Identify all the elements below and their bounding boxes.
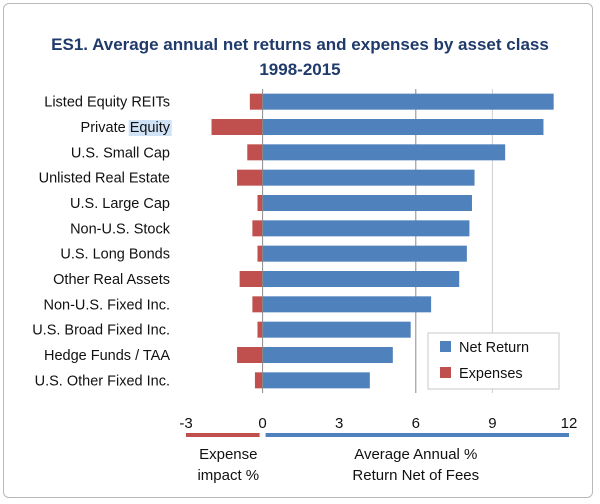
x-tick-label: 9 xyxy=(488,415,496,432)
category-label: Private Equity xyxy=(81,120,171,136)
bar-expenses xyxy=(247,144,263,161)
legend-label: Expenses xyxy=(459,366,523,382)
category-label: U.S. Long Bonds xyxy=(60,247,170,263)
bar-expenses xyxy=(257,195,263,211)
return-axis-bar xyxy=(265,433,569,437)
bar-expenses xyxy=(237,169,263,186)
expense-axis-bar xyxy=(186,433,260,437)
category-label: Listed Equity REITs xyxy=(44,95,170,111)
bar-expenses xyxy=(257,321,263,338)
net-return-axis-label: Return Net of Fees xyxy=(352,467,479,484)
net-return-axis-label: Average Annual % xyxy=(354,446,477,463)
category-label: Non-U.S. Stock xyxy=(70,221,171,237)
bar-expenses xyxy=(252,220,263,237)
category-label: Other Real Assets xyxy=(53,272,170,288)
bar-expenses xyxy=(211,119,263,135)
x-tick-label: 6 xyxy=(412,415,420,432)
x-tick-label: 12 xyxy=(561,415,578,432)
category-label: U.S. Other Fixed Inc. xyxy=(35,373,170,389)
bar-net-return xyxy=(262,144,506,161)
bar-net-return xyxy=(262,169,475,186)
expense-impact-label: Expense xyxy=(199,446,257,463)
legend-swatch xyxy=(440,341,451,352)
x-tick-label: -3 xyxy=(179,415,192,432)
x-tick-label: 3 xyxy=(335,415,343,432)
bar-net-return xyxy=(262,245,467,262)
bar-net-return xyxy=(262,321,411,338)
bar-net-return xyxy=(262,220,470,237)
bar-expenses xyxy=(249,93,263,110)
category-label: U.S. Large Cap xyxy=(70,196,170,212)
bar-net-return xyxy=(262,271,460,287)
category-label: Hedge Funds / TAA xyxy=(44,348,170,364)
legend-label: Net Return xyxy=(459,340,529,356)
bar-net-return xyxy=(262,93,554,110)
bar-net-return xyxy=(262,195,472,211)
bar-expenses xyxy=(252,296,263,313)
category-label: U.S. Small Cap xyxy=(71,145,170,161)
text-highlight xyxy=(128,120,172,136)
category-label: Unlisted Real Estate xyxy=(39,171,170,187)
bar-net-return xyxy=(262,372,370,389)
legend-swatch xyxy=(440,367,451,378)
expense-impact-label: impact % xyxy=(197,467,259,484)
bar-net-return xyxy=(262,296,432,313)
bar-expenses xyxy=(257,245,263,262)
x-tick-label: 0 xyxy=(258,415,266,432)
category-label: U.S. Broad Fixed Inc. xyxy=(32,323,170,339)
chart-title: ES1. Average annual net returns and expe… xyxy=(51,35,549,54)
category-label: Non-U.S. Fixed Inc. xyxy=(43,297,170,313)
bar-expenses xyxy=(239,271,263,287)
bar-expenses xyxy=(254,372,263,389)
bar-net-return xyxy=(262,347,393,363)
chart-subtitle: 1998-2015 xyxy=(259,60,340,79)
bar-expenses xyxy=(237,347,263,363)
bar-net-return xyxy=(262,119,544,135)
